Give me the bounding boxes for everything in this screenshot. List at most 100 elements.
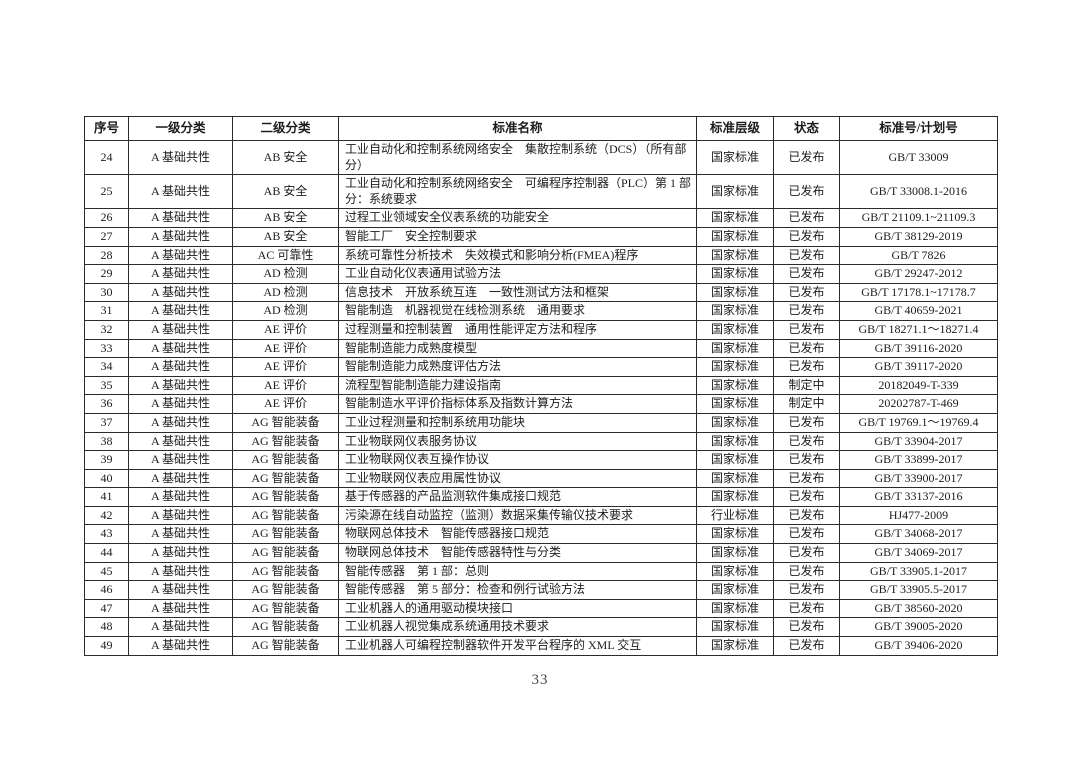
table-cell: GB/T 39117-2020 [839,357,998,377]
table-cell: AG 智能装备 [232,561,339,582]
table-cell: 已发布 [773,208,840,228]
table-cell: 工业自动化仪表通用试验方法 [338,264,697,284]
table-cell: AG 智能装备 [232,412,339,433]
table-row: 47 A 基础共性 AG 智能装备 工业机器人的通用驱动模块接口 国家标准 已发布 GB/T… [84,598,998,619]
table-cell: A 基础共性 [128,580,233,600]
table-cell: 45 [84,561,129,582]
table-cell: 国家标准 [696,580,774,600]
table-cell: A 基础共性 [128,264,233,284]
table-cell: 国家标准 [696,139,774,176]
table-cell: GB/T 21109.1~21109.3 [839,208,998,228]
table-row: 25 A 基础共性 AB 安全 工业自动化和控制系统网络安全 可编程序控制器（PLC）… [84,174,998,210]
table-cell: A 基础共性 [128,617,233,638]
table-cell: 国家标准 [696,264,774,284]
table-cell: HJ477-2009 [839,505,998,526]
table-cell: 已发布 [773,524,840,545]
table-cell: 已发布 [773,174,840,210]
table-cell: 工业物联网仪表应用属性协议 [338,468,697,489]
table-cell: 工业物联网仪表互操作协议 [338,450,697,470]
table-cell: A 基础共性 [128,598,233,619]
column-header: 二级分类 [232,116,339,141]
column-header: 标准号/计划号 [839,116,998,141]
table-row: 45 A 基础共性 AG 智能装备 智能传感器 第 1 部：总则 国家标准 已发布 GB/T… [84,561,998,582]
table-cell: AG 智能装备 [232,543,339,563]
table-cell: AG 智能装备 [232,487,339,507]
table-cell: A 基础共性 [128,468,233,489]
table-cell: 工业机器人可编程控制器软件开发平台程序的 XML 交互 [338,636,697,656]
table-cell: AB 安全 [232,226,339,247]
table-cell: AG 智能装备 [232,505,339,526]
table-cell: A 基础共性 [128,375,233,396]
table-cell: A 基础共性 [128,394,233,414]
table-cell: GB/T 33900-2017 [839,468,998,489]
table-cell: GB/T 17178.1~17178.7 [839,282,998,303]
table-cell: 36 [84,394,129,414]
table-cell: AG 智能装备 [232,617,339,638]
table-row: 38 A 基础共性 AG 智能装备 工业物联网仪表服务协议 国家标准 已发布 GB/T 33… [84,431,998,452]
table-cell: AG 智能装备 [232,450,339,470]
table-cell: 49 [84,636,129,656]
table-cell: 过程测量和控制装置 通用性能评定方法和程序 [338,319,697,340]
table-cell: AE 评价 [232,357,339,377]
table-cell: 国家标准 [696,636,774,656]
table-cell: 已发布 [773,245,840,266]
table-cell: 已发布 [773,505,840,526]
table-cell: 38 [84,431,129,452]
table-row: 43 A 基础共性 AG 智能装备 物联网总体技术 智能传感器接口规范 国家标准 已发布 G… [84,524,998,545]
table-cell: AD 检测 [232,282,339,303]
table-cell: 已发布 [773,636,840,656]
table-cell: A 基础共性 [128,139,233,176]
table-cell: 信息技术 开放系统互连 一致性测试方法和框架 [338,282,697,303]
table-cell: 国家标准 [696,208,774,228]
table-cell: A 基础共性 [128,208,233,228]
table-cell: A 基础共性 [128,561,233,582]
table-row: 37 A 基础共性 AG 智能装备 工业过程测量和控制系统用功能块 国家标准 已发布 GB/… [84,412,998,433]
table-cell: 国家标准 [696,543,774,563]
table-cell: 31 [84,301,129,321]
table-cell: 32 [84,319,129,340]
table-row: 34 A 基础共性 AE 评价 智能制造能力成熟度评估方法 国家标准 已发布 GB/T 39… [84,357,998,377]
table-cell: 43 [84,524,129,545]
column-header: 标准名称 [338,116,697,141]
table-cell: AE 评价 [232,338,339,359]
table-cell: 智能工厂 安全控制要求 [338,226,697,247]
table-cell: 物联网总体技术 智能传感器特性与分类 [338,543,697,563]
table-cell: 流程型智能制造能力建设指南 [338,375,697,396]
table-cell: 已发布 [773,338,840,359]
table-cell: 国家标准 [696,598,774,619]
table-cell: A 基础共性 [128,524,233,545]
table-cell: GB/T 29247-2012 [839,264,998,284]
table-row: 42 A 基础共性 AG 智能装备 污染源在线自动监控（监测）数据采集传输仪技术要求行… [84,505,998,526]
table-cell: 智能制造 机器视觉在线检测系统 通用要求 [338,301,697,321]
table-cell: 已发布 [773,580,840,600]
table-cell: 工业自动化和控制系统网络安全 可编程序控制器（PLC）第 1 部分：系统要求 [338,174,697,210]
table-cell: 智能传感器 第 5 部分：检查和例行试验方法 [338,580,697,600]
table-cell: AC 可靠性 [232,245,339,266]
table-cell: 工业过程测量和控制系统用功能块 [338,412,697,433]
table-row: 44 A 基础共性 AG 智能装备 物联网总体技术 智能传感器特性与分类 国家标准 已发布… [84,543,998,563]
table-cell: 46 [84,580,129,600]
table-cell: 工业机器人视觉集成系统通用技术要求 [338,617,697,638]
table-cell: 已发布 [773,487,840,507]
table-cell: AG 智能装备 [232,580,339,600]
table-cell: A 基础共性 [128,636,233,656]
table-cell: 30 [84,282,129,303]
table-cell: 国家标准 [696,357,774,377]
table-cell: 39 [84,450,129,470]
table-cell: A 基础共性 [128,338,233,359]
table-cell: 44 [84,543,129,563]
table-cell: 制定中 [773,375,840,396]
table-cell: 41 [84,487,129,507]
table-cell: GB/T 33009 [839,139,998,176]
table-cell: 已发布 [773,412,840,433]
table-row: 41 A 基础共性 AG 智能装备 基于传感器的产品监测软件集成接口规范 国家标准 已发布… [84,487,998,507]
table-cell: 35 [84,375,129,396]
table-cell: GB/T 33905.1-2017 [839,561,998,582]
table-cell: A 基础共性 [128,431,233,452]
table-cell: 42 [84,505,129,526]
table-row: 29 A 基础共性 AD 检测 工业自动化仪表通用试验方法 国家标准 已发布 GB/T 29… [84,264,998,284]
table-cell: 国家标准 [696,394,774,414]
table-cell: GB/T 33905.5-2017 [839,580,998,600]
table-cell: 40 [84,468,129,489]
table-cell: GB/T 19769.1～19769.4 [839,412,998,433]
